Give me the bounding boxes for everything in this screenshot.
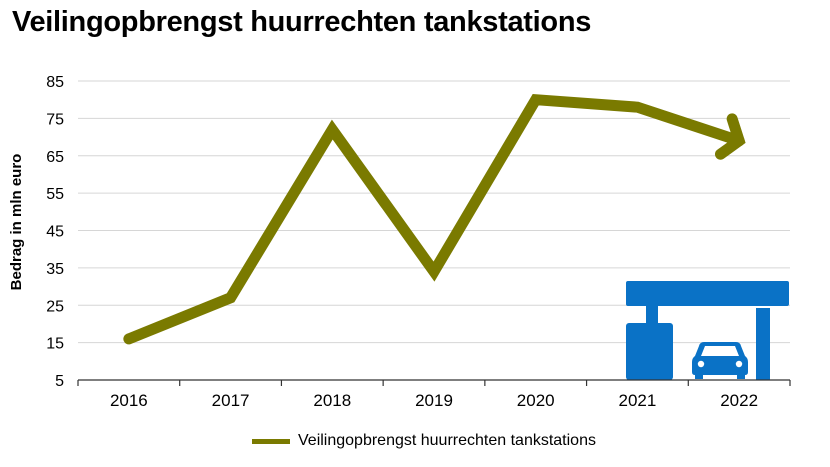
data-point — [331, 129, 333, 131]
x-tick-label: 2018 — [313, 391, 351, 410]
data-point — [128, 338, 130, 340]
x-tick-label: 2019 — [415, 391, 453, 410]
data-point — [535, 99, 537, 101]
y-tick-label: 15 — [46, 336, 64, 353]
legend-label: Veilingopbrengst huurrechten tankstation… — [298, 432, 596, 449]
y-tick-label: 65 — [46, 149, 64, 166]
legend-swatch — [252, 438, 290, 444]
canopy-post-left — [646, 306, 658, 324]
y-tick-label: 85 — [46, 74, 64, 91]
x-tick-label: 2017 — [212, 391, 250, 410]
chart-title: Veilingopbrengst huurrechten tankstation… — [12, 6, 592, 38]
series-arrowhead — [714, 113, 746, 160]
x-axis — [77, 379, 791, 386]
y-tick-label: 25 — [46, 298, 64, 315]
y-tick-labels: 5 15 25 35 45 55 65 75 85 — [46, 74, 64, 390]
fuel-pump — [626, 323, 673, 380]
y-tick-label: 75 — [46, 111, 64, 128]
y-tick-label: 5 — [55, 373, 64, 390]
y-axis-label: Bedrag in mln euro — [8, 154, 25, 291]
car-windshield — [701, 346, 739, 356]
y-tick-label: 45 — [46, 224, 64, 241]
x-tick-labels: 2016 2017 2018 2019 2020 2021 2022 — [110, 391, 758, 410]
car-icon — [692, 342, 748, 379]
x-tick-label: 2022 — [720, 391, 758, 410]
gas-station-car-icon — [626, 281, 789, 380]
x-tick-label: 2020 — [517, 391, 555, 410]
x-tick-label: 2016 — [110, 391, 148, 410]
canopy-post-right — [756, 308, 770, 380]
car-headlight-right — [735, 360, 743, 368]
x-tick-label: 2021 — [619, 391, 657, 410]
data-point — [230, 297, 232, 299]
data-point — [636, 106, 638, 108]
y-tick-label: 55 — [46, 186, 64, 203]
car-headlight-left — [697, 360, 705, 368]
series-lines — [123, 93, 746, 345]
data-point — [433, 271, 435, 273]
legend: Veilingopbrengst huurrechten tankstation… — [252, 432, 596, 450]
y-tick-label: 35 — [46, 261, 64, 278]
station-canopy — [626, 281, 789, 306]
